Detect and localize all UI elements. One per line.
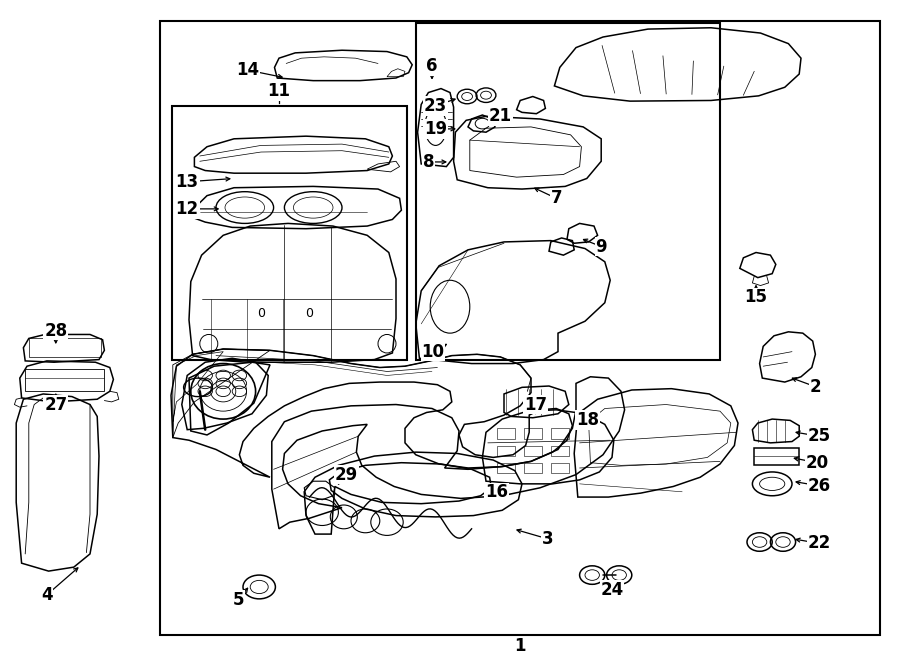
Text: 16: 16: [485, 483, 508, 502]
Text: 25: 25: [807, 427, 831, 446]
Text: 0: 0: [257, 307, 265, 320]
Text: 19: 19: [424, 120, 447, 138]
Text: 7: 7: [551, 189, 562, 208]
Text: 1: 1: [515, 637, 526, 656]
Text: 12: 12: [176, 200, 199, 218]
Text: 27: 27: [44, 395, 68, 414]
Text: 22: 22: [807, 534, 831, 553]
Text: 11: 11: [267, 82, 291, 100]
Text: 23: 23: [424, 97, 447, 115]
Text: 24: 24: [600, 580, 624, 599]
Text: 9: 9: [596, 237, 607, 256]
Text: 5: 5: [233, 590, 244, 609]
Text: 4: 4: [41, 586, 52, 604]
Text: 14: 14: [236, 61, 259, 79]
Text: 6: 6: [427, 57, 437, 75]
Text: 8: 8: [423, 153, 434, 171]
Text: 21: 21: [489, 106, 512, 125]
Text: 18: 18: [576, 410, 599, 429]
Text: 29: 29: [335, 465, 358, 484]
Text: 10: 10: [421, 342, 445, 361]
Text: 2: 2: [810, 377, 821, 396]
Text: 26: 26: [807, 477, 831, 495]
FancyBboxPatch shape: [160, 21, 880, 635]
Text: 28: 28: [44, 321, 68, 340]
Text: 13: 13: [176, 173, 199, 191]
Text: 17: 17: [524, 395, 547, 414]
Text: 20: 20: [806, 453, 829, 472]
Text: 3: 3: [542, 529, 553, 548]
FancyBboxPatch shape: [172, 106, 407, 360]
Text: 0: 0: [306, 307, 313, 320]
FancyBboxPatch shape: [416, 23, 720, 360]
Text: 15: 15: [744, 288, 768, 307]
